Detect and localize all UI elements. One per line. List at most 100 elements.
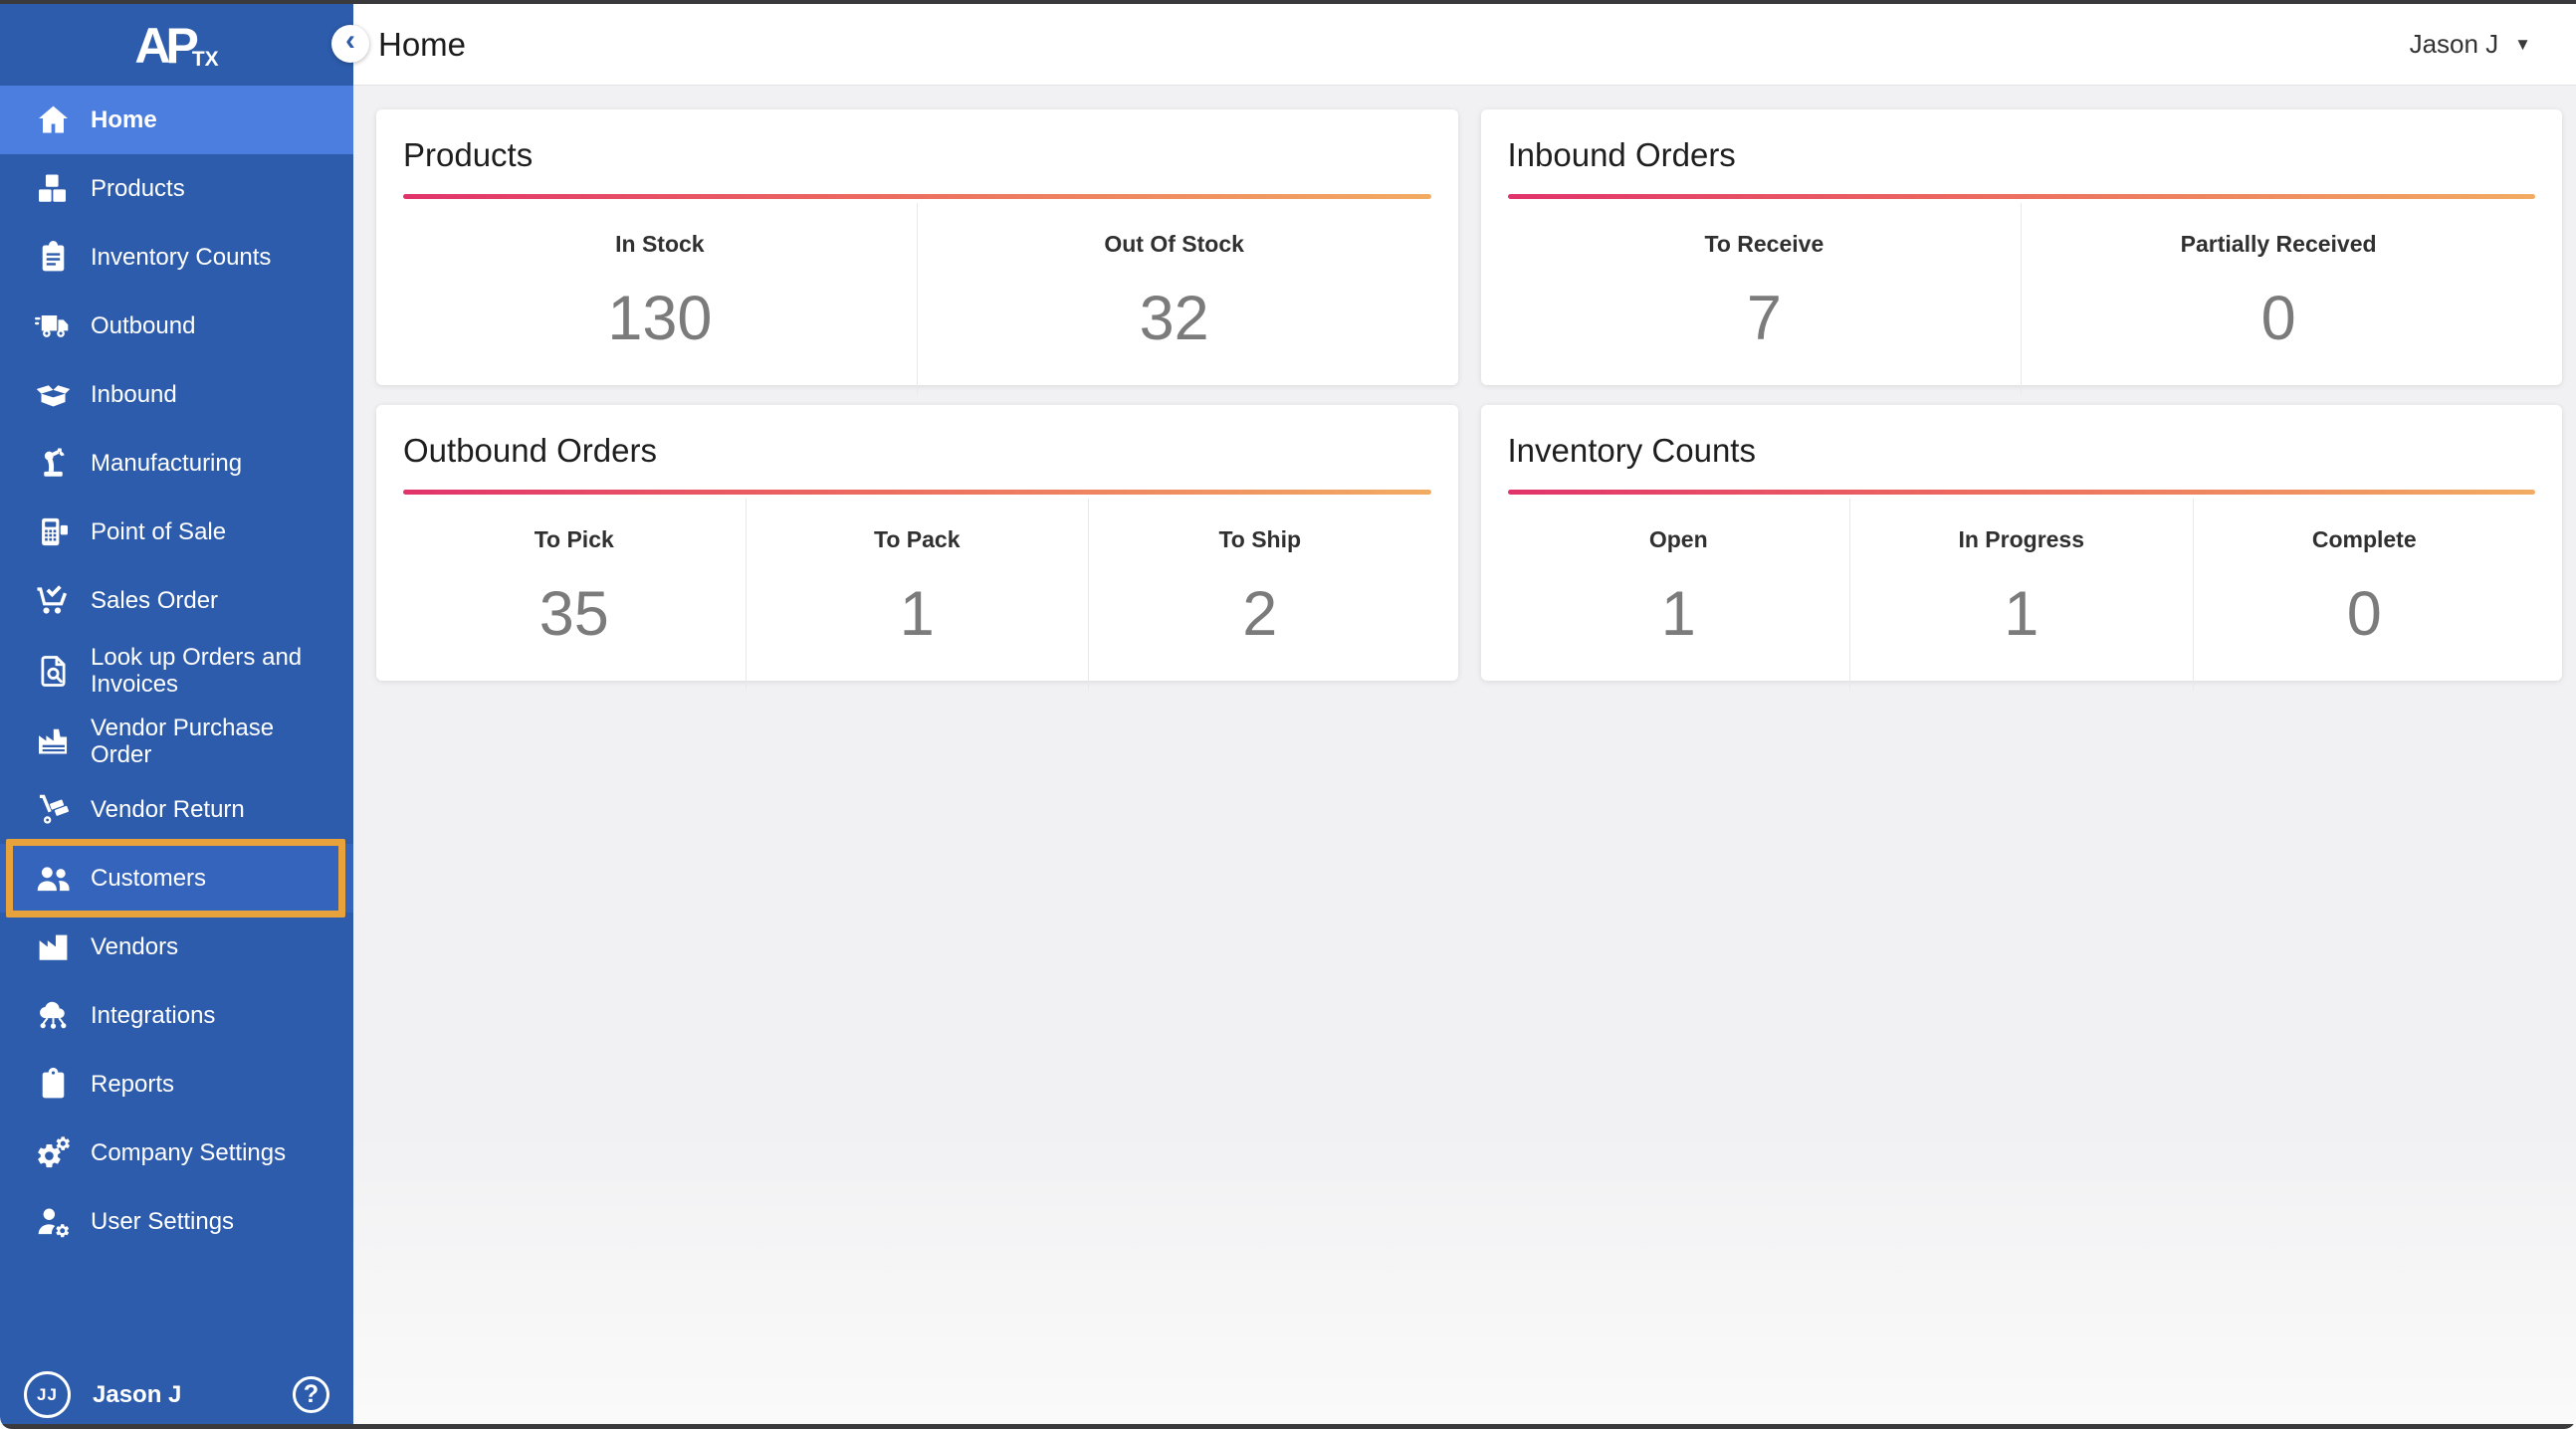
card-title: Inbound Orders [1507,136,1736,173]
stat-label: In Stock [615,231,705,257]
sidebar-footer: JJ Jason J ? [0,1371,353,1418]
stat-value: 0 [2346,579,2382,649]
gears-icon [33,1133,73,1173]
card-stats: To Pick 35 To Pack 1 To Ship 2 [403,499,1431,692]
stat-to-ship: To Ship 2 [1088,499,1431,692]
card-outbound-orders: Outbound Orders To Pick 35 To Pack 1 To … [376,405,1458,692]
sidebar-nav: Home Products Inventory Counts Outbound [0,86,353,1256]
top-bar: Home Jason J ▼ [353,4,2576,86]
card-inventory-counts: Inventory Counts Open 1 In Progress 1 Co… [1480,405,2562,692]
sidebar-item-vendor-purchase-order[interactable]: Vendor Purchase Order [0,707,353,775]
sidebar-item-outbound[interactable]: Outbound [0,292,353,360]
sidebar-item-company-settings[interactable]: Company Settings [0,1119,353,1187]
stat-label: Partially Received [2180,231,2377,257]
stat-label: Complete [2311,526,2417,552]
card-stats: To Receive 7 Partially Received 0 [1508,203,2536,396]
sidebar-item-manufacturing[interactable]: Manufacturing [0,429,353,498]
stat-value: 32 [1139,284,1209,353]
clipboard-list-icon [33,238,73,278]
hand-truck-icon [33,790,73,830]
sidebar-collapse-button[interactable]: ‹ [331,24,369,63]
window-top-edge [0,0,2576,4]
sidebar-item-point-of-sale[interactable]: Point of Sale [0,498,353,566]
sidebar-item-home[interactable]: Home [0,86,353,154]
help-icon[interactable]: ? [293,1376,329,1413]
stat-value: 0 [2260,284,2296,353]
sidebar-item-label: Point of Sale [91,518,227,545]
sidebar-item-integrations[interactable]: Integrations [0,981,353,1050]
stat-complete: Complete 0 [2192,499,2536,692]
stat-value: 1 [899,579,935,649]
card-inbound-orders: Inbound Orders To Receive 7 Partially Re… [1480,109,2562,396]
stat-label: To Ship [1218,526,1302,552]
factory-icon [33,927,73,967]
sidebar-item-label: Customers [91,865,207,892]
stat-label: To Receive [1704,231,1825,257]
sidebar-item-user-settings[interactable]: User Settings [0,1187,353,1256]
stat-label: To Pick [534,526,614,552]
sidebar-item-products[interactable]: Products [0,154,353,223]
sidebar-item-label: Vendor Return [91,796,245,823]
app-logo: AP TX [0,0,353,86]
sidebar-item-label: Home [91,106,157,133]
sidebar-item-customers[interactable]: Customers [0,839,353,918]
sidebar-item-label: Sales Order [91,587,219,614]
logo-text: AP [134,18,199,74]
stat-to-pick: To Pick 35 [403,499,746,691]
clipboard-icon [33,1065,73,1105]
sidebar: AP TX Home Products Inventory Counts [0,0,353,1429]
factory-chart-icon [33,721,73,761]
stat-value: 1 [1660,579,1696,649]
card-products: Products In Stock 130 Out Of Stock 32 [376,109,1458,396]
open-box-icon [33,375,73,415]
user-menu-name: Jason J [2409,29,2499,59]
card-title: Products [403,136,534,173]
sidebar-item-look-up-orders-and-invoices[interactable]: Look up Orders and Invoices [0,635,353,707]
sidebar-item-label: Inbound [91,381,177,408]
sidebar-item-inbound[interactable]: Inbound [0,360,353,429]
sidebar-item-vendors[interactable]: Vendors [0,913,353,981]
sidebar-item-label: Manufacturing [91,450,243,477]
card-title: Outbound Orders [403,432,657,469]
user-menu[interactable]: Jason J ▼ [2410,29,2531,60]
sidebar-item-label: Company Settings [91,1139,287,1166]
sidebar-item-reports[interactable]: Reports [0,1050,353,1119]
chevron-down-icon: ▼ [2514,34,2531,54]
sidebar-item-label: User Settings [91,1208,235,1235]
logo-subtext: TX [191,48,219,71]
customers-icon [33,859,73,899]
stat-label: Out Of Stock [1104,231,1244,257]
sidebar-item-label: Look up Orders and Invoices [91,644,303,698]
stat-value: 2 [1242,579,1278,649]
stat-in-stock: In Stock 130 [403,203,917,395]
sidebar-item-sales-order[interactable]: Sales Order [0,566,353,635]
home-icon [33,101,73,140]
robot-arm-icon [33,444,73,484]
stat-value: 1 [2004,579,2039,649]
sidebar-item-label: Reports [91,1071,175,1098]
gradient-divider [1507,194,2535,199]
stat-out-of-stock: Out Of Stock 32 [916,203,1431,396]
stat-value: 35 [538,579,609,649]
page-title: Home [378,25,467,63]
gradient-divider [403,490,1431,495]
cart-check-icon [33,581,73,621]
footer-user-name: Jason J [93,1380,182,1408]
sidebar-item-label: Outbound [91,312,196,339]
user-gear-icon [33,1202,73,1242]
sidebar-item-inventory-counts[interactable]: Inventory Counts [0,223,353,292]
avatar[interactable]: JJ [24,1371,71,1418]
stat-to-pack: To Pack 1 [745,499,1089,692]
stat-open: Open 1 [1508,499,1850,691]
product-boxes-icon [33,169,73,209]
stat-value: 130 [607,284,713,353]
stat-label: To Pack [874,526,961,552]
sidebar-item-vendor-return[interactable]: Vendor Return [0,775,353,844]
cloud-network-icon [33,996,73,1036]
delivery-truck-icon [33,306,73,346]
sidebar-item-label: Vendor Purchase Order [91,714,275,768]
gradient-divider [403,194,1431,199]
stat-value: 7 [1746,284,1782,353]
window-bottom-edge [0,1424,2576,1429]
